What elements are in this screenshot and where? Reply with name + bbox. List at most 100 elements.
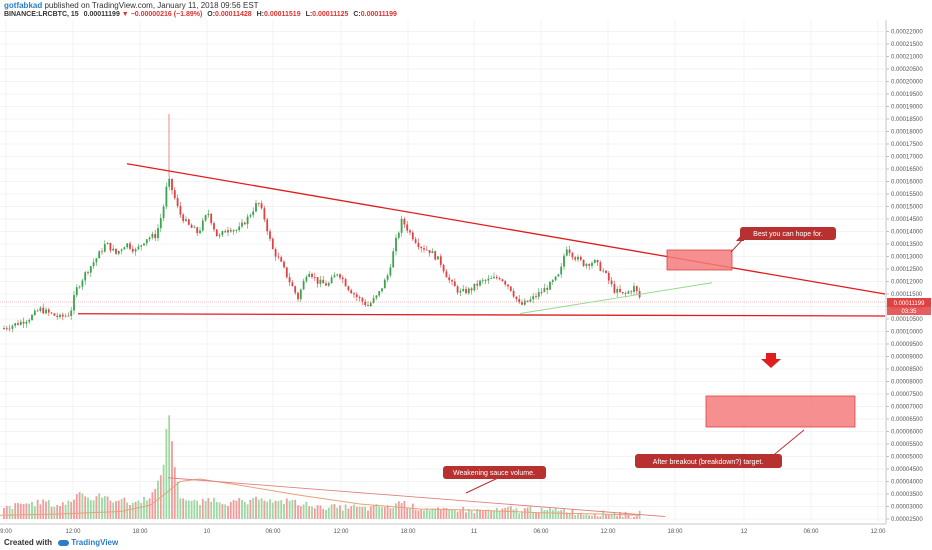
y-tick-label: 0.00012000 — [891, 280, 923, 286]
candle-body — [437, 256, 439, 260]
candle-body — [591, 262, 593, 266]
volume-bar — [565, 512, 568, 519]
candle-body — [512, 290, 515, 297]
price-axis[interactable]: 0.00022000 0.00021500 0.00021000 0.00020500… — [886, 30, 923, 524]
candle-body — [633, 286, 635, 292]
candle-body — [330, 277, 333, 284]
volume-bar — [423, 510, 425, 519]
volume-bar — [190, 500, 193, 519]
volume-bar — [316, 505, 319, 519]
plot-area[interactable] — [0, 20, 886, 524]
candle-body — [389, 267, 392, 276]
candle-body — [383, 279, 386, 289]
trendline[interactable] — [126, 163, 886, 295]
last-price-tag: 0.00011199 03:35 — [887, 298, 931, 315]
volume-bar — [593, 513, 596, 519]
open-label: O: — [207, 11, 216, 18]
down-arrow-icon — [761, 353, 781, 368]
volume-bar — [574, 515, 577, 519]
volume-bar — [560, 510, 563, 519]
volume-bar — [568, 513, 571, 519]
annotation-volume[interactable]: Weakening sauce volume. — [443, 466, 546, 494]
x-tick-label: 06:00 — [265, 529, 281, 535]
candle-body — [101, 251, 103, 253]
volume-bar — [367, 510, 369, 519]
volume-bar — [339, 505, 341, 519]
volume-bar — [479, 509, 481, 519]
candle-body — [165, 186, 168, 207]
candle-body — [549, 281, 551, 290]
trendline[interactable] — [519, 282, 713, 314]
volume-bar — [266, 501, 269, 519]
trendlines[interactable] — [77, 163, 886, 517]
volume-bar — [145, 500, 148, 519]
volume-bar — [456, 511, 459, 519]
candle-body — [257, 203, 260, 204]
candle-body — [431, 251, 434, 254]
volume-bar — [193, 499, 196, 519]
created-with-text: Created with — [4, 538, 53, 547]
candle-body — [403, 218, 406, 225]
tradingview-brand[interactable]: TradingView — [71, 538, 119, 547]
candle-body — [243, 222, 246, 225]
author-name[interactable]: gotfabkad — [4, 1, 43, 10]
candle-body — [459, 291, 462, 293]
volume-bar — [540, 507, 543, 519]
candle-body — [64, 315, 67, 317]
trendline[interactable] — [167, 477, 666, 517]
hope-target-box[interactable] — [666, 249, 733, 271]
candle-body — [336, 274, 339, 276]
volume-bar — [215, 502, 218, 519]
candle-body — [420, 247, 423, 249]
volume-bar — [148, 498, 151, 519]
volume-bar — [453, 509, 456, 519]
volume-bar — [168, 415, 171, 519]
volume-bar — [87, 497, 89, 519]
candle-body — [39, 307, 42, 311]
volume-bar — [521, 511, 523, 519]
volume-bar — [518, 513, 521, 519]
candle-body — [495, 276, 498, 279]
y-tick-label: 0.00012500 — [891, 267, 923, 273]
volume-bar — [378, 506, 381, 519]
volume-bar — [140, 502, 143, 519]
volume-bar — [487, 509, 490, 519]
candle-body — [308, 273, 311, 277]
annotation-target[interactable]: After breakout (breakdown?) target. — [635, 429, 805, 468]
time-axis[interactable]: 9:00 12:00 18:00 10 06:00 12:00 18:00 11 06:00 12… — [0, 529, 886, 535]
y-tick-label: 0.00005500 — [891, 442, 923, 448]
publish-text: published on TradingView.com, January 11… — [44, 1, 259, 10]
volume-bar — [355, 506, 358, 519]
candle-body — [126, 243, 129, 248]
candle-body — [571, 252, 574, 258]
volume-bar — [112, 502, 115, 519]
volume-bar — [227, 505, 229, 519]
volume-bar — [383, 507, 386, 519]
candle-body — [238, 226, 241, 231]
candle-body — [347, 286, 350, 291]
volume-bar — [103, 495, 106, 519]
trendline[interactable] — [77, 313, 886, 317]
candle-body — [120, 249, 123, 251]
volume-bar — [229, 501, 232, 519]
volume-bar — [31, 501, 33, 519]
volume-bar — [131, 502, 134, 519]
annotation-hope[interactable]: Best you can hope for. — [730, 227, 836, 253]
volume-bar — [549, 508, 551, 519]
candle-body — [313, 277, 316, 278]
volume-bar — [182, 498, 185, 519]
y-tick-label: 0.00020000 — [891, 80, 923, 86]
volume-bar — [392, 508, 395, 519]
volume-bar — [19, 503, 22, 519]
candle-body — [588, 264, 591, 266]
candle-body — [411, 232, 414, 240]
candle-body — [168, 178, 171, 187]
breakdown-target-box[interactable] — [705, 395, 856, 428]
volume-bar — [411, 503, 414, 519]
candle-body — [246, 216, 249, 225]
volume-bar — [294, 499, 297, 519]
candle-body — [70, 310, 73, 316]
y-tick-label: 0.00010500 — [891, 317, 923, 323]
high-label: H: — [256, 11, 264, 18]
